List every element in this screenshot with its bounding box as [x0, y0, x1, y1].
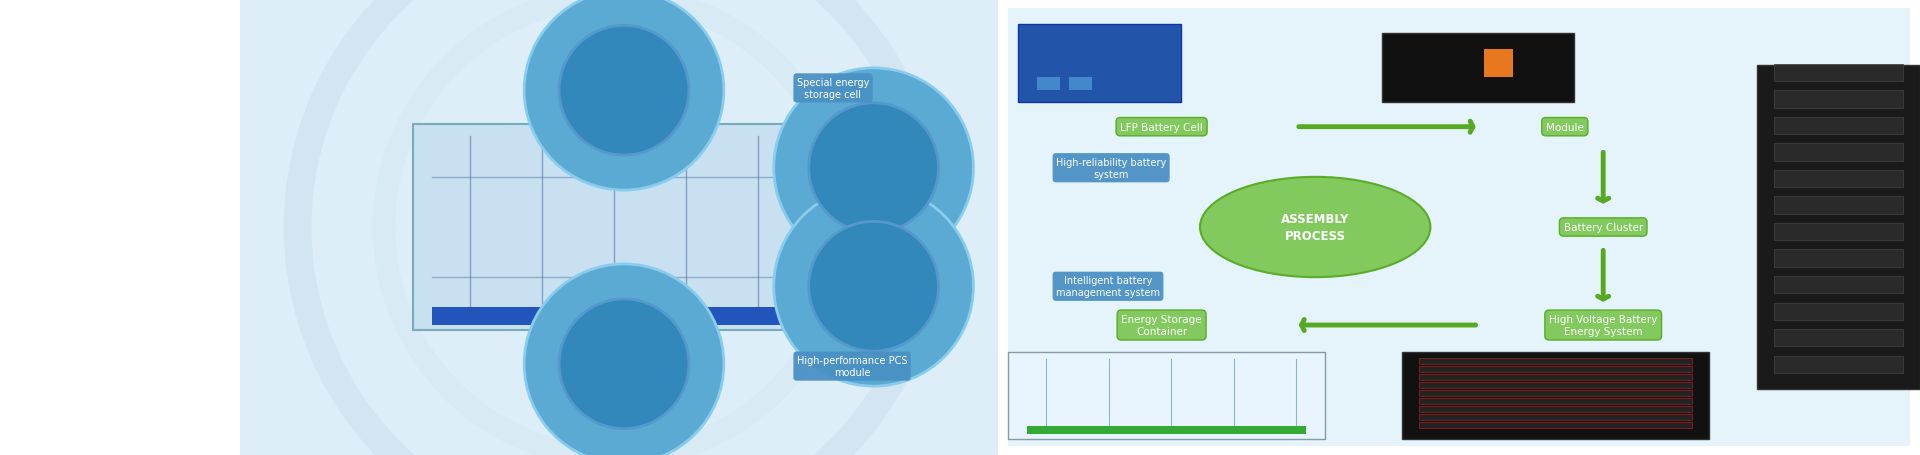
FancyBboxPatch shape: [0, 0, 240, 455]
Text: Special energy
storage cell: Special energy storage cell: [797, 77, 870, 100]
Text: ASSEMBLY
PROCESS: ASSEMBLY PROCESS: [1281, 212, 1350, 243]
FancyBboxPatch shape: [1069, 77, 1092, 91]
FancyBboxPatch shape: [1774, 329, 1903, 347]
FancyBboxPatch shape: [1419, 358, 1692, 364]
FancyBboxPatch shape: [1419, 414, 1692, 420]
FancyBboxPatch shape: [1419, 374, 1692, 380]
FancyBboxPatch shape: [1419, 366, 1692, 372]
Text: Battery Cluster: Battery Cluster: [1563, 222, 1644, 233]
Text: High-performance PCS
module: High-performance PCS module: [797, 355, 908, 378]
Ellipse shape: [808, 222, 939, 351]
FancyBboxPatch shape: [240, 0, 998, 455]
FancyBboxPatch shape: [1419, 422, 1692, 428]
FancyBboxPatch shape: [1774, 65, 1903, 82]
Text: LFP Battery Cell: LFP Battery Cell: [1119, 122, 1204, 132]
Ellipse shape: [524, 264, 724, 455]
Ellipse shape: [774, 69, 973, 268]
FancyBboxPatch shape: [413, 125, 816, 330]
FancyBboxPatch shape: [1419, 382, 1692, 388]
FancyBboxPatch shape: [1774, 197, 1903, 214]
FancyBboxPatch shape: [1774, 356, 1903, 373]
FancyBboxPatch shape: [1037, 77, 1060, 91]
Ellipse shape: [559, 299, 689, 429]
Text: Energy Storage
Container: Energy Storage Container: [1121, 314, 1202, 336]
FancyBboxPatch shape: [1419, 398, 1692, 404]
Text: High Voltage Battery
Energy System: High Voltage Battery Energy System: [1549, 314, 1657, 336]
FancyBboxPatch shape: [1382, 34, 1574, 102]
Ellipse shape: [1200, 177, 1430, 278]
FancyBboxPatch shape: [1774, 91, 1903, 108]
FancyBboxPatch shape: [1419, 406, 1692, 412]
FancyBboxPatch shape: [1008, 353, 1325, 439]
FancyBboxPatch shape: [1774, 171, 1903, 188]
Ellipse shape: [559, 26, 689, 156]
FancyBboxPatch shape: [1774, 250, 1903, 267]
FancyBboxPatch shape: [1774, 144, 1903, 162]
Ellipse shape: [774, 187, 973, 386]
FancyBboxPatch shape: [1027, 426, 1306, 435]
Text: Module: Module: [1546, 122, 1584, 132]
FancyBboxPatch shape: [1774, 303, 1903, 320]
FancyBboxPatch shape: [1774, 223, 1903, 241]
FancyBboxPatch shape: [1774, 117, 1903, 135]
FancyBboxPatch shape: [1757, 66, 1920, 389]
Ellipse shape: [524, 0, 724, 191]
FancyBboxPatch shape: [1419, 390, 1692, 396]
FancyBboxPatch shape: [1018, 25, 1181, 102]
FancyBboxPatch shape: [1402, 353, 1709, 439]
FancyBboxPatch shape: [1484, 50, 1513, 77]
FancyBboxPatch shape: [1008, 9, 1910, 446]
FancyBboxPatch shape: [432, 307, 797, 325]
Text: Intelligent battery
management system: Intelligent battery management system: [1056, 275, 1160, 298]
Ellipse shape: [808, 104, 939, 233]
Text: High-reliability battery
system: High-reliability battery system: [1056, 157, 1165, 180]
FancyBboxPatch shape: [1774, 276, 1903, 293]
